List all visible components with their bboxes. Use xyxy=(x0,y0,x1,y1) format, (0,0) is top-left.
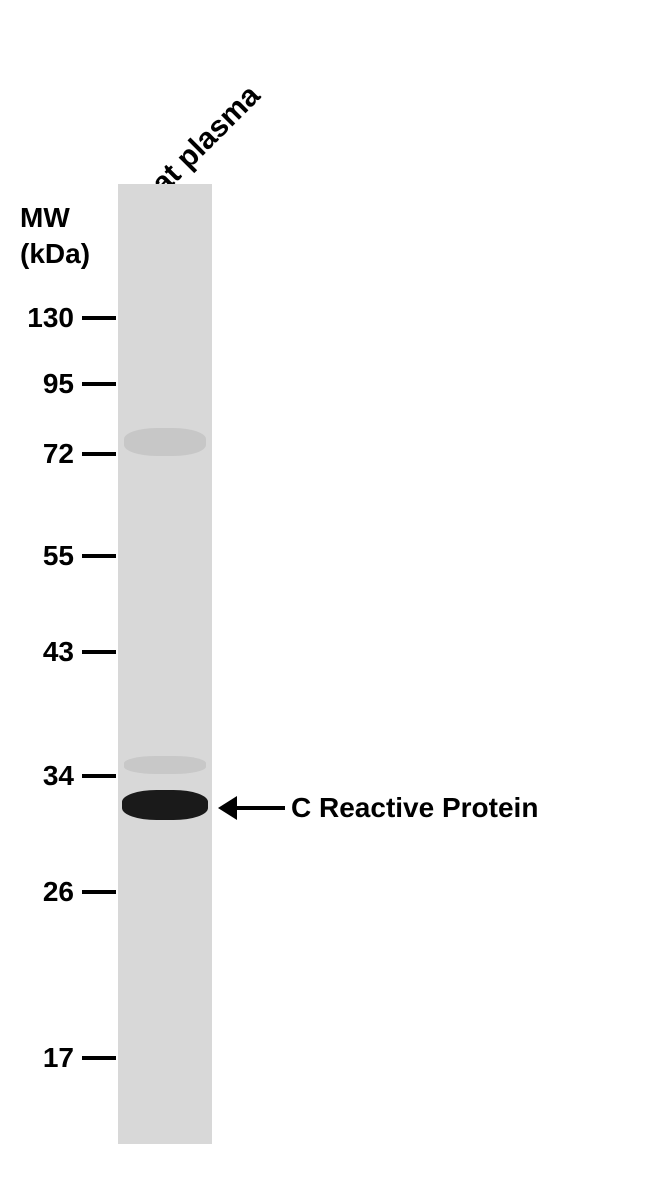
arrow-shaft xyxy=(237,806,285,810)
mw-tick xyxy=(82,1056,116,1060)
mw-marker-34: 34 xyxy=(18,760,116,792)
mw-value: 17 xyxy=(18,1042,74,1074)
mw-marker-55: 55 xyxy=(18,540,116,572)
mw-value: 34 xyxy=(18,760,74,792)
mw-tick xyxy=(82,452,116,456)
mw-marker-17: 17 xyxy=(18,1042,116,1074)
band-2 xyxy=(122,790,208,820)
mw-header-line1: MW xyxy=(20,200,90,236)
band-1 xyxy=(124,756,206,774)
mw-value: 95 xyxy=(18,368,74,400)
mw-tick xyxy=(82,650,116,654)
mw-tick xyxy=(82,774,116,778)
mw-marker-26: 26 xyxy=(18,876,116,908)
mw-header-line2: (kDa) xyxy=(20,236,90,272)
mw-value: 130 xyxy=(18,302,74,334)
target-arrow xyxy=(218,796,285,820)
band-0 xyxy=(124,428,206,456)
mw-tick xyxy=(82,382,116,386)
mw-marker-43: 43 xyxy=(18,636,116,668)
arrow-head-icon xyxy=(218,796,237,820)
blot-container: MW (kDa) Rat plasma 13095725543342617 C … xyxy=(0,0,650,1185)
mw-marker-95: 95 xyxy=(18,368,116,400)
target-arrow-label: C Reactive Protein xyxy=(218,792,538,824)
mw-header: MW (kDa) xyxy=(20,200,90,273)
mw-marker-72: 72 xyxy=(18,438,116,470)
mw-tick xyxy=(82,554,116,558)
mw-value: 55 xyxy=(18,540,74,572)
mw-tick xyxy=(82,890,116,894)
mw-tick xyxy=(82,316,116,320)
mw-marker-130: 130 xyxy=(18,302,116,334)
mw-value: 72 xyxy=(18,438,74,470)
mw-value: 43 xyxy=(18,636,74,668)
protein-label: C Reactive Protein xyxy=(291,792,538,824)
mw-value: 26 xyxy=(18,876,74,908)
blot-lane xyxy=(118,184,212,1144)
